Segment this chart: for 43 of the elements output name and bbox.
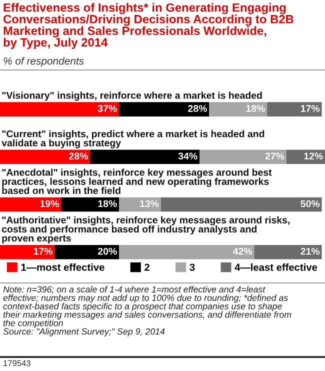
data-label: 17% (301, 105, 320, 112)
bar (267, 102, 322, 116)
bar (54, 244, 120, 260)
data-label: 28% (188, 105, 207, 112)
bar (0, 150, 90, 164)
legend-label: 3 (190, 264, 195, 271)
bar (160, 197, 322, 212)
data-label: 21% (300, 248, 320, 255)
data-label: 28% (69, 152, 88, 160)
data-label: 19% (40, 200, 59, 208)
legend-label: 4—least effective (234, 263, 318, 271)
data-label: 34% (178, 152, 198, 160)
data-label: 50% (300, 200, 320, 208)
chart-title: Effectiveness of Insights* in Generating Engaging Conversations/Driving Decisions According to B2B Marketing and Sales Professionals Worldwide, by Type, July 2014 (3, 3, 294, 49)
bar (0, 197, 62, 212)
bar (209, 102, 268, 116)
text: 179543 (4, 360, 30, 366)
y-tick-label: "Anecdotal" insights, reinforce key messages around best practices, lessons learned and new operating frameworks based on work in the field (2, 168, 272, 194)
data-label: 42% (232, 248, 252, 255)
data-label: 12% (304, 152, 323, 160)
data-label: 13% (140, 200, 159, 208)
text: Note: n=396; on a scale of 1-4 where 1=most effective and 4=least effective; numbers may not add up to 100% due to rounding; *defined as context-based facts specific to a prospect that companies use to shape their marketing messages and sales conversations, and differentiate from the competition Source: "Alignment Survey;" Sep 9, 2014 (3, 286, 292, 336)
chart-subtitle: % of respondents (4, 57, 84, 67)
bar (200, 150, 286, 164)
bar (254, 244, 322, 260)
bar (0, 102, 120, 116)
bar (119, 102, 210, 116)
y-tick-label: "Authoritative" insights, reinforce key messages around risks, costs and performance based off industry analysts and proven experts (2, 216, 290, 244)
data-label: 20% (98, 248, 117, 255)
data-label: 17% (34, 248, 53, 255)
data-label: 37% (98, 105, 117, 112)
y-tick-label: "Current" insights, predict where a market is headed and validate a buying strategy (2, 130, 264, 148)
bar (119, 197, 161, 212)
bar (119, 244, 254, 260)
y-tick-label: "Visionary" insights, reinforce where a market is headed (2, 92, 262, 101)
data-label: 18% (246, 105, 265, 112)
bar (90, 150, 200, 164)
legend-label: 1—most effective (21, 263, 104, 271)
data-label: 18% (98, 200, 117, 208)
bar (61, 197, 120, 212)
bar (0, 244, 55, 260)
data-label: 27% (265, 152, 284, 160)
legend-label: 2 (144, 264, 150, 271)
